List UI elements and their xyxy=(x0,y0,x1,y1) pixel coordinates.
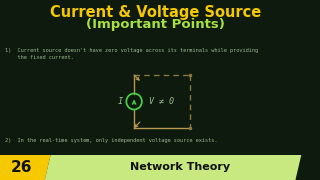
Polygon shape xyxy=(45,155,301,180)
Text: I: I xyxy=(118,97,123,106)
Polygon shape xyxy=(0,155,51,180)
Text: 1)  Current source doesn't have zero voltage across its terminals while providin: 1) Current source doesn't have zero volt… xyxy=(5,48,258,53)
Text: Current & Voltage Source: Current & Voltage Source xyxy=(50,5,261,20)
Text: the fixed current.: the fixed current. xyxy=(5,55,74,60)
Text: 2)  In the real-time system, only independent voltage source exists.: 2) In the real-time system, only indepen… xyxy=(5,138,217,143)
Text: 26: 26 xyxy=(11,160,32,175)
Text: Network Theory: Network Theory xyxy=(130,163,230,172)
Text: (Important Points): (Important Points) xyxy=(86,18,225,31)
Text: V ≠ 0: V ≠ 0 xyxy=(149,97,174,106)
